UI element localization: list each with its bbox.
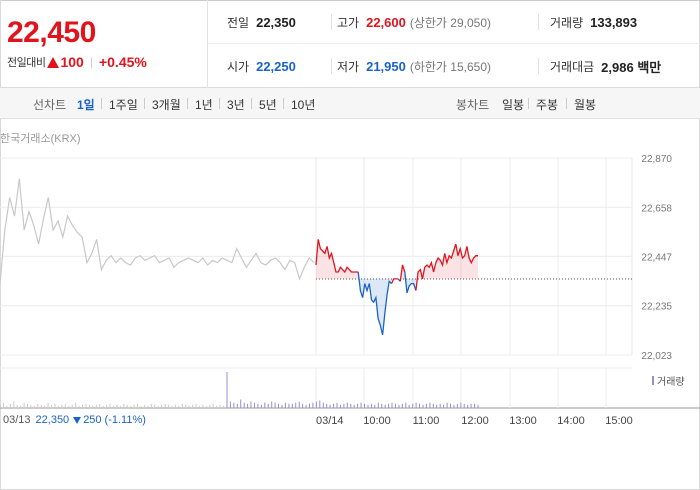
candle-chart-label: 봉차트: [456, 98, 490, 112]
tab-divider: [187, 98, 188, 109]
x-tick-label: 03/14: [316, 415, 344, 427]
amount-cell: 거래대금 2,986 백만: [550, 44, 661, 88]
lower-limit: (하한가 15,650): [409, 59, 492, 74]
divider: [331, 14, 332, 30]
tab-divider: [528, 98, 529, 109]
price-chart: 22,870 22,658 22,447 22,235 22,023 03/14 10:00…: [0, 154, 700, 427]
tab-10y[interactable]: 10년: [291, 98, 316, 112]
change-label: 전일대비: [7, 57, 46, 69]
up-area: [415, 244, 478, 291]
open-cell: 시가 22,250: [227, 44, 296, 88]
down-line: [357, 271, 392, 335]
tab-5y[interactable]: 5년: [259, 98, 277, 112]
change-separator: |: [89, 55, 93, 69]
y-tick-label: 22,870: [641, 154, 672, 165]
low-cell: 저가 21,950 (하한가 15,650): [337, 44, 491, 88]
y-tick-label: 22,235: [641, 302, 672, 313]
volume-label: 거래량: [550, 15, 584, 30]
up-line: [390, 278, 399, 284]
tab-3y[interactable]: 3년: [227, 98, 245, 112]
current-price: 22,450: [7, 16, 96, 49]
y-tick-label: 22,658: [641, 203, 672, 214]
divider: [538, 14, 539, 30]
hover-change: 250: [83, 414, 102, 426]
divider: [331, 58, 332, 74]
tab-1w[interactable]: 1주일: [109, 98, 138, 112]
upper-limit: (상한가 29,050): [409, 15, 492, 30]
tab-divider: [283, 98, 284, 109]
change-percent: +0.45%: [98, 54, 147, 70]
down-line: [404, 271, 417, 294]
tab-1d[interactable]: 1일: [77, 98, 95, 112]
x-tick-label: 15:00: [605, 415, 633, 427]
y-tick-label: 22,023: [641, 351, 672, 362]
change-row: 전일대비 100 | +0.45%: [7, 54, 147, 70]
down-triangle-icon: [73, 416, 82, 424]
stats-row-2: 시가 22,250 저가 21,950 (하한가 15,650) 거래대금 2,…: [208, 44, 700, 88]
high-value: 22,600: [366, 14, 406, 30]
high-label: 고가: [337, 15, 360, 30]
x-tick-label: 14:00: [557, 415, 585, 427]
prev-close-value: 22,350: [256, 14, 296, 30]
price-box: 22,450 전일대비 100 | +0.45%: [0, 0, 208, 88]
volume-legend-label: 거래량: [657, 377, 685, 388]
tab-divider: [144, 98, 145, 109]
tab-daily-candle[interactable]: 일봉: [502, 98, 525, 112]
hover-info: 03/13 22,350 250 (-1.11%): [3, 414, 146, 426]
volume-value: 133,893: [590, 14, 638, 30]
low-label: 저가: [337, 59, 360, 74]
open-value: 22,250: [256, 58, 296, 74]
up-line: [315, 239, 359, 274]
tab-divider: [566, 98, 567, 109]
prev-day-line: [0, 178, 315, 284]
x-tick-label: 11:00: [413, 415, 440, 427]
tab-3m[interactable]: 3개월: [152, 98, 181, 112]
amount-label: 거래대금: [550, 59, 595, 74]
tab-monthly-candle[interactable]: 월봉: [574, 98, 597, 112]
price-summary: 22,450 전일대비 100 | +0.45% 전일 22,350 고가 22…: [0, 0, 700, 88]
period-tab-bar: 선차트 1일 1주일 3개월 1년 3년 5년 10년 봉차트 일봉 주봉 월봉: [0, 88, 700, 119]
tab-divider: [219, 98, 220, 109]
up-triangle-icon: [47, 56, 60, 68]
low-value: 21,950: [366, 58, 406, 74]
up-line: [415, 243, 478, 291]
tab-1y[interactable]: 1년: [195, 98, 213, 112]
up-line: [399, 264, 406, 282]
hover-price: 22,350: [35, 414, 70, 426]
x-tick-label: 12:00: [461, 415, 489, 427]
x-tick-label: 10:00: [363, 415, 391, 427]
volume-swatch: [652, 376, 654, 385]
line-chart-label: 선차트: [33, 98, 67, 112]
prev-close-cell: 전일 22,350: [227, 0, 296, 44]
down-area: [404, 272, 416, 293]
amount-value: 2,986 백만: [601, 59, 662, 75]
volume-cell: 거래량 133,893: [550, 0, 637, 44]
high-cell: 고가 22,600 (상한가 29,050): [337, 0, 491, 44]
stats-row-1: 전일 22,350 고가 22,600 (상한가 29,050) 거래량 133…: [208, 0, 700, 44]
y-tick-label: 22,447: [641, 252, 672, 263]
data-source: 한국거래소(KRX): [0, 133, 81, 145]
hover-percent: (-1.11%): [104, 414, 146, 426]
up-area: [316, 239, 359, 279]
change-value: 100: [60, 54, 84, 70]
prev-close-label: 전일: [227, 15, 250, 30]
tab-weekly-candle[interactable]: 주봉: [536, 98, 559, 112]
divider: [538, 58, 539, 74]
stats-grid: 전일 22,350 고가 22,600 (상한가 29,050) 거래량 133…: [208, 0, 700, 88]
hover-date: 03/13: [3, 414, 31, 426]
tab-divider: [101, 98, 102, 109]
tab-divider: [251, 98, 252, 109]
open-label: 시가: [227, 59, 250, 74]
volume-legend: 거래량: [652, 373, 685, 388]
x-tick-label: 13:00: [509, 415, 537, 427]
